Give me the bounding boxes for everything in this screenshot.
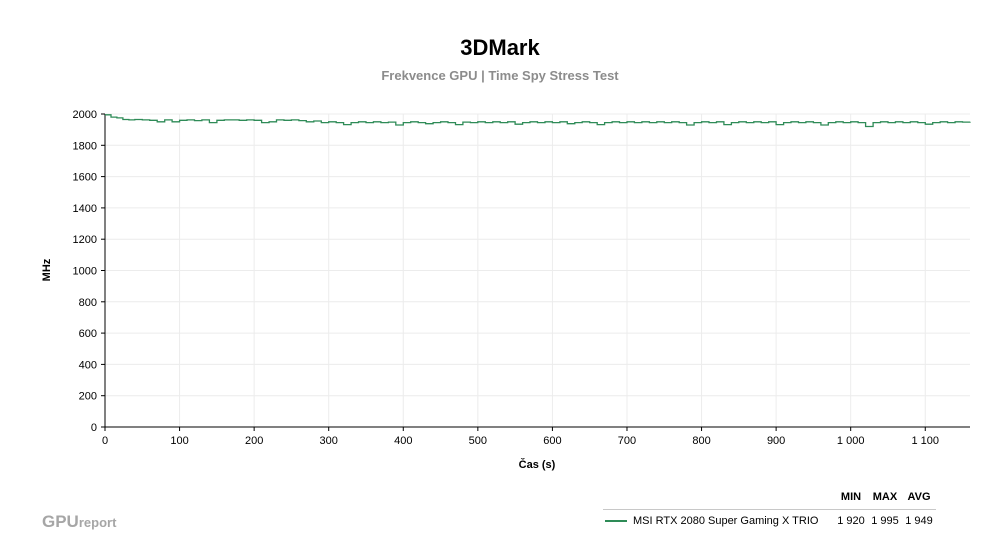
x-tick-label: 600 — [543, 435, 561, 447]
legend-series-name: MSI RTX 2080 Super Gaming X TRIO — [633, 515, 819, 527]
y-tick-label: 800 — [79, 297, 97, 309]
legend-col-avg: AVG — [907, 491, 931, 503]
x-tick-label: 800 — [692, 435, 710, 447]
x-tick-label: 900 — [767, 435, 785, 447]
logo-part-gpu: GPU — [42, 512, 79, 531]
legend-row: MSI RTX 2080 Super Gaming X TRIO 1 920 1… — [603, 510, 936, 532]
tick-labels: 0 200 400 600 800 1000 1200 1400 1600 1800 2000 0 10… — [73, 109, 940, 447]
legend-swatch — [605, 520, 627, 522]
legend-avg-value: 1 949 — [905, 515, 933, 527]
series-layer — [105, 114, 971, 128]
y-tick-label: 200 — [79, 391, 97, 403]
logo-part-report: report — [78, 515, 117, 530]
legend-max-value: 1 995 — [871, 515, 899, 527]
y-tick-label: 1800 — [73, 140, 97, 152]
x-tick-label: 200 — [245, 435, 263, 447]
x-tick-label: 100 — [170, 435, 188, 447]
y-tick-label: 1600 — [73, 172, 97, 184]
x-tick-label: 500 — [469, 435, 487, 447]
y-axis-label: MHz — [41, 258, 53, 281]
y-tick-label: 2000 — [73, 109, 97, 121]
y-tick-label: 0 — [91, 422, 97, 434]
x-tick-label: 1 100 — [911, 435, 939, 447]
chart-title: 3DMark — [460, 35, 540, 60]
y-tick-label: 1000 — [73, 266, 97, 278]
x-tick-label: 700 — [618, 435, 636, 447]
legend-min-value: 1 920 — [837, 515, 865, 527]
x-tick-label: 0 — [102, 435, 108, 447]
grid — [105, 113, 970, 427]
legend-col-min: MIN — [840, 491, 862, 503]
legend: MIN MAX AVG MSI RTX 2080 Super Gaming X … — [603, 491, 936, 532]
gpureport-logo: GPUreport — [42, 512, 116, 532]
x-tick-label: 300 — [320, 435, 338, 447]
x-tick-label: 400 — [394, 435, 412, 447]
y-tick-label: 400 — [79, 359, 97, 371]
chart-subtitle: Frekvence GPU | Time Spy Stress Test — [381, 68, 619, 83]
y-tick-label: 600 — [79, 328, 97, 340]
x-axis-label: Čas (s) — [519, 458, 556, 471]
y-tick-label: 1200 — [73, 234, 97, 246]
y-tick-label: 1400 — [73, 203, 97, 215]
x-tick-label: 1 000 — [837, 435, 865, 447]
legend-header: MIN MAX AVG — [603, 491, 936, 507]
legend-divider — [603, 509, 936, 510]
legend-col-max: MAX — [872, 491, 898, 503]
series-line — [105, 114, 971, 128]
